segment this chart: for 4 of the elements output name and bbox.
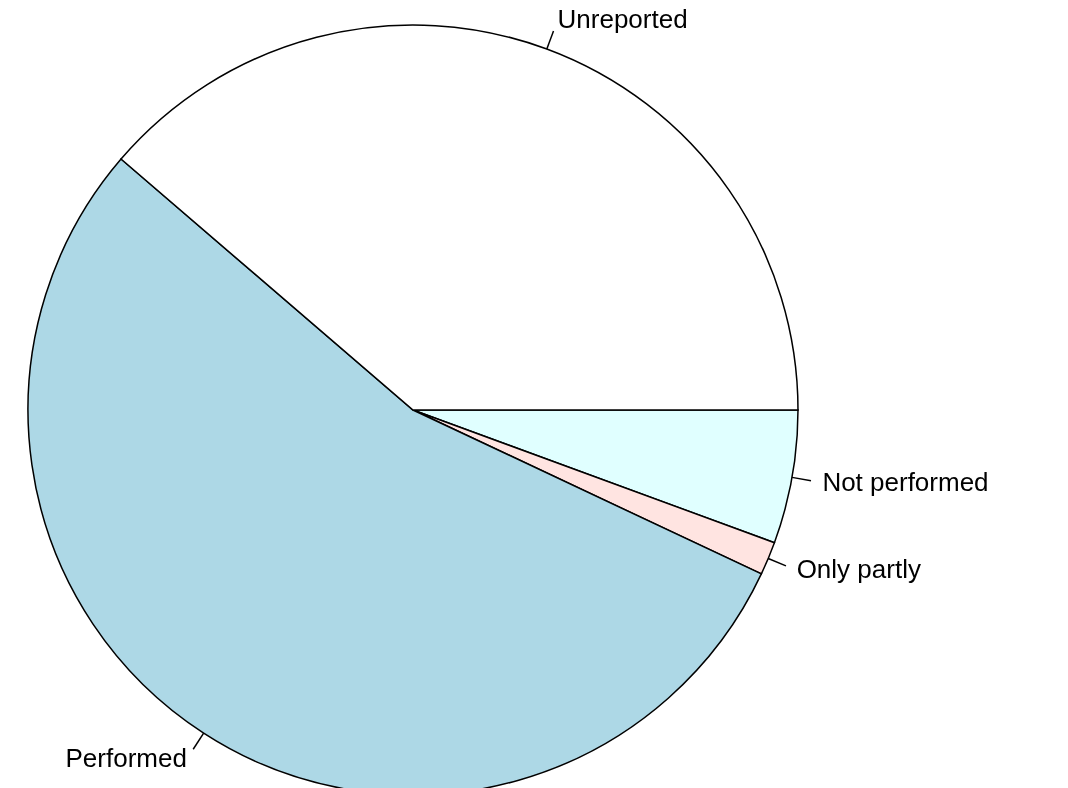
slice-label: Not performed — [822, 466, 989, 497]
slice-label: Performed — [65, 742, 187, 773]
slice-label: Unreported — [557, 4, 688, 35]
slice-label: Only partly — [796, 554, 921, 585]
